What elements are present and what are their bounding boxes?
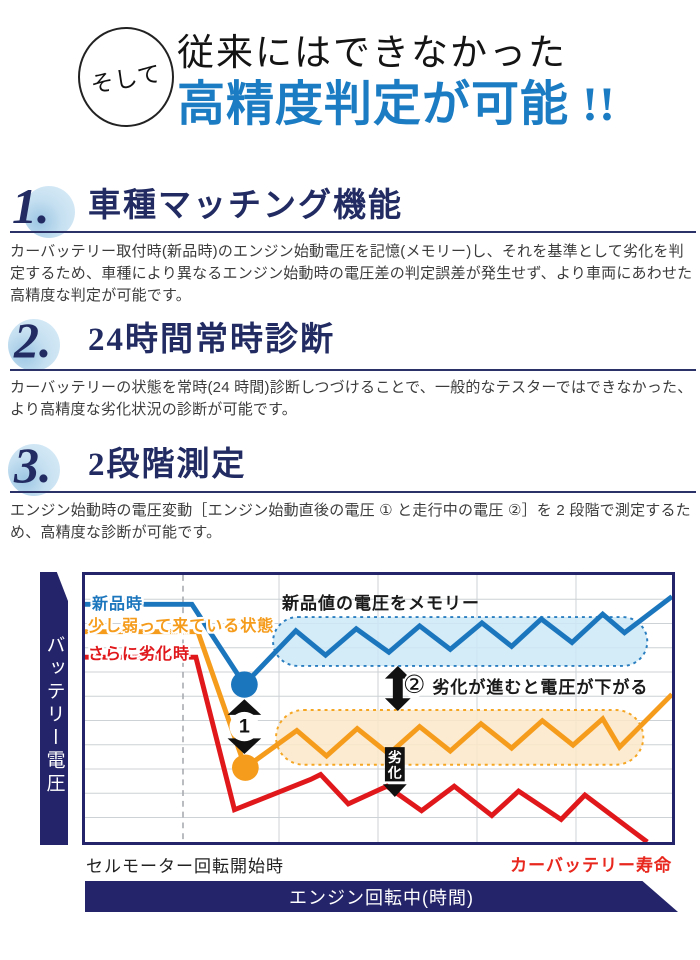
feature-body: カーバッテリーの状態を常時(24 時間)診断しつづけることで、一般的なテスターで…: [10, 379, 693, 418]
feature-section-3: 3. 2段階測定 エンジン始動時の電圧変動［エンジン始動直後の電圧 ① と走行中…: [0, 437, 700, 551]
x-axis-note-start: セルモーター回転開始時: [86, 857, 284, 876]
feature-body: エンジン始動時の電圧変動［エンジン始動直後の電圧 ① と走行中の電圧 ②］を 2…: [10, 502, 691, 541]
number-accent-circle: [23, 186, 75, 238]
feature-number: 2.: [14, 312, 52, 368]
x-axis-label: エンジン回転中(時間): [289, 887, 474, 908]
circled-two: ②: [403, 671, 426, 699]
degrade-note: ② 劣化が進むと電圧が下がる: [403, 672, 648, 698]
header-line1: 従来にはできなかった: [177, 33, 567, 74]
feature-title: 24時間常時診断: [88, 322, 335, 358]
voltage-chart: 1 劣化: [82, 572, 675, 845]
feature-section-2: 2. 24時間常時診断 カーバッテリーの状態を常時(24 時間)診断しつづけるこ…: [0, 312, 700, 426]
header-line2: 高精度判定が可能 !!: [177, 78, 616, 131]
x-axis-note-lifespan: カーバッテリー寿命: [510, 856, 672, 875]
feature-number: 3.: [14, 437, 52, 493]
feature-section-1: 1. 車種マッチング機能 カーバッテリー取付時(新品時)のエンジン始動電圧を記憶…: [0, 178, 700, 312]
title-underline: [10, 369, 696, 371]
legend-weakened-battery: 少し弱って来ている状態: [88, 618, 275, 635]
legend-new-battery: 新品時: [92, 596, 144, 613]
memory-note: 新品値の電圧をメモリー: [282, 594, 480, 613]
y-axis-label: バッテリー電圧: [43, 635, 65, 796]
soshite-badge-circle: そして: [78, 27, 174, 127]
title-underline: [10, 491, 696, 493]
feature-title: 2段階測定: [88, 447, 247, 483]
svg-text:劣化: 劣化: [387, 749, 402, 781]
feature-body: カーバッテリー取付時(新品時)のエンジン始動電圧を記憶(メモリー)し、それを基準…: [10, 243, 693, 304]
feature-title: 車種マッチング機能: [88, 188, 403, 224]
voltage-chart-svg: 1 劣化: [85, 575, 672, 842]
degrade-note-text: 劣化が進むと電圧が下がる: [432, 677, 649, 697]
number-accent-circle: [8, 319, 60, 371]
title-underline: [10, 231, 696, 233]
svg-text:1: 1: [239, 716, 250, 738]
y-axis-banner: バッテリー電圧: [40, 572, 68, 845]
feature-number: 1.: [12, 178, 50, 234]
legend-degraded-battery: さらに劣化時: [88, 646, 191, 663]
soshite-badge-label: そして: [89, 60, 164, 98]
x-axis-bar: エンジン回転中(時間): [85, 881, 678, 912]
number-accent-circle: [8, 444, 60, 496]
